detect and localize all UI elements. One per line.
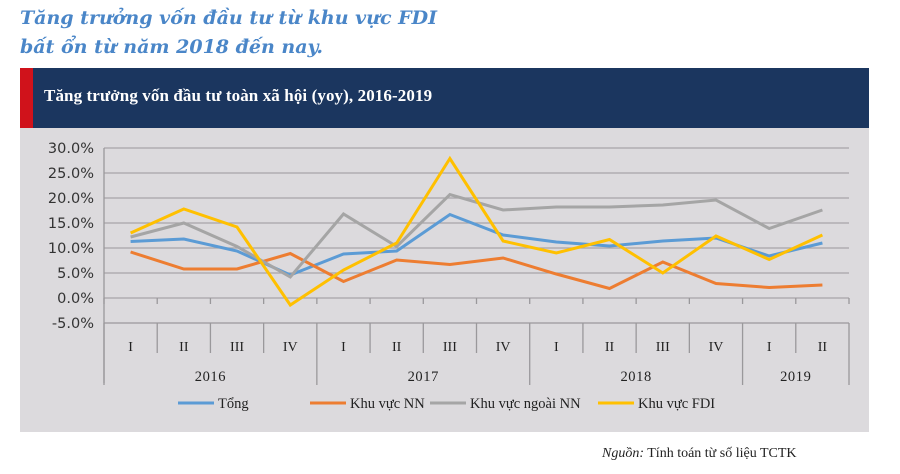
headline-line-2: bất ổn từ năm 2018 đến nay. xyxy=(20,36,324,58)
legend-label: Tổng xyxy=(218,396,249,412)
y-tick-label: 15.0% xyxy=(48,216,94,232)
y-tick-label: 10.0% xyxy=(48,241,94,257)
x-tick-label: IV xyxy=(496,340,511,355)
x-group-label: 2017 xyxy=(408,369,439,385)
y-tick-label: -5.0% xyxy=(52,316,94,332)
x-tick-label: I xyxy=(554,340,559,355)
chart-title-banner: Tăng trưởng vốn đầu tư toàn xã hội (yoy)… xyxy=(20,68,869,128)
x-group-label: 2019 xyxy=(780,369,811,385)
x-tick-label: I xyxy=(341,340,346,355)
y-tick-label: 20.0% xyxy=(48,191,94,207)
x-tick-label: I xyxy=(767,340,772,355)
source-note: Nguồn: Tính toán từ số liệu TCTK xyxy=(602,446,797,462)
x-tick-label: II xyxy=(818,340,828,355)
line-chart: 30.0%25.0%20.0%15.0%10.0%5.0%0.0%-5.0%I I… xyxy=(48,141,850,412)
x-tick-label: IV xyxy=(283,340,298,355)
chart-panel: Tăng trưởng vốn đầu tư toàn xã hội (yoy)… xyxy=(20,68,869,432)
legend-label: Khu vực FDI xyxy=(638,396,715,412)
source-label: Nguồn: xyxy=(602,446,644,461)
y-tick-label: 0.0% xyxy=(57,291,94,307)
x-tick-label: III xyxy=(230,340,244,355)
series-line-khu-vực-fdi xyxy=(129,155,824,308)
series-line-khu-vực-nn xyxy=(130,250,823,291)
x-tick-label: III xyxy=(443,340,457,355)
chart-title: Tăng trưởng vốn đầu tư toàn xã hội (yoy)… xyxy=(44,86,433,105)
x-tick-label: II xyxy=(179,340,189,355)
x-tick-label: II xyxy=(392,340,402,355)
x-tick-label: III xyxy=(656,340,670,355)
y-tick-label: 25.0% xyxy=(48,166,94,182)
x-group-label: 2016 xyxy=(195,369,226,385)
legend-label: Khu vực NN xyxy=(350,396,425,412)
y-tick-label: 5.0% xyxy=(57,266,94,282)
x-tick-label: II xyxy=(605,340,615,355)
series-line-tổng xyxy=(130,212,823,277)
headline-line-1: Tăng trưởng vốn đầu tư từ khu vực FDI xyxy=(20,7,438,29)
x-group-label: 2018 xyxy=(620,369,651,385)
x-tick-label: I xyxy=(128,340,133,355)
y-tick-label: 30.0% xyxy=(48,141,94,157)
headline: Tăng trưởng vốn đầu tư từ khu vực FDI bấ… xyxy=(20,4,437,62)
legend-label: Khu vực ngoài NN xyxy=(470,396,581,412)
banner-accent-stripe xyxy=(20,68,33,128)
x-tick-label: IV xyxy=(709,340,724,355)
source-text: Tính toán từ số liệu TCTK xyxy=(647,446,797,461)
